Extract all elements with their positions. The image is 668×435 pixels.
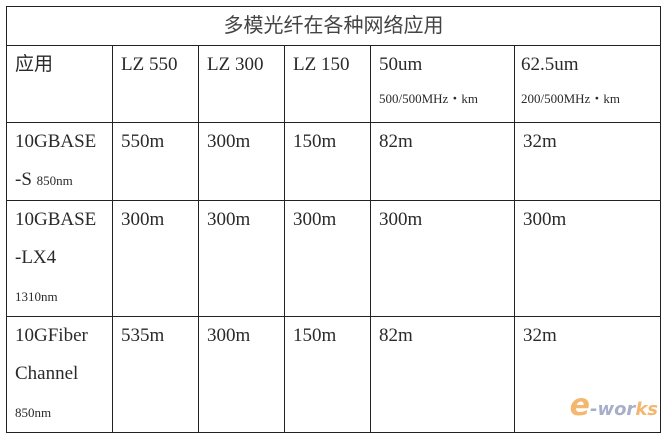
header-cell: 应用 xyxy=(6,45,113,123)
value-cell: 82m xyxy=(370,122,515,201)
header-cell: LZ 150 xyxy=(284,45,371,123)
value-cell: 82m xyxy=(370,316,515,433)
fiber-application-table: 多模光纤在各种网络应用 应用 LZ 550 LZ 300 LZ 150 50um… xyxy=(5,6,662,433)
application-cell: 10GFiber Channel 850nm xyxy=(6,316,113,433)
value-cell: 535m xyxy=(112,316,199,433)
table-title: 多模光纤在各种网络应用 xyxy=(5,6,662,46)
value-cell: 300m xyxy=(198,122,285,201)
table-row: 10GBASE -LX4 1310nm 300m 300m 300m 300m 30… xyxy=(6,200,662,317)
value-cell: 300m xyxy=(370,200,515,317)
value-cell: 32m xyxy=(513,122,662,201)
table-row: 10GBASE -S 850nm 550m 300m 150m 82m 32m xyxy=(6,122,662,201)
header-row: 应用 LZ 550 LZ 300 LZ 150 50um 500/500MHz・k… xyxy=(6,45,662,123)
value-cell: 32m xyxy=(513,316,662,433)
value-cell: 300m xyxy=(198,200,285,317)
application-cell: 10GBASE -S 850nm xyxy=(6,122,113,201)
eworks-watermark-logo: e-works xyxy=(569,388,658,423)
application-cell: 10GBASE -LX4 1310nm xyxy=(6,200,113,317)
header-cell: 62.5um 200/500MHz・km xyxy=(513,45,662,123)
value-cell: 150m xyxy=(284,316,371,433)
table-row: 10GFiber Channel 850nm 535m 300m 150m 82m … xyxy=(6,316,662,433)
value-cell: 150m xyxy=(284,122,371,201)
header-cell: 50um 500/500MHz・km xyxy=(370,45,515,123)
value-cell: 300m xyxy=(284,200,371,317)
header-cell: LZ 550 xyxy=(112,45,199,123)
value-cell: 300m xyxy=(112,200,199,317)
value-cell: 300m xyxy=(513,200,662,317)
value-cell: 550m xyxy=(112,122,199,201)
header-cell: LZ 300 xyxy=(198,45,285,123)
value-cell: 300m xyxy=(198,316,285,433)
